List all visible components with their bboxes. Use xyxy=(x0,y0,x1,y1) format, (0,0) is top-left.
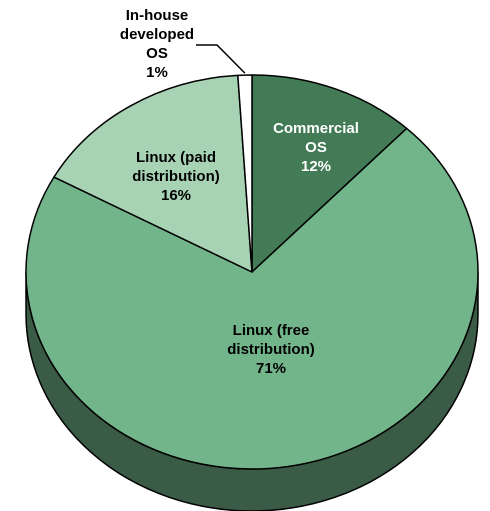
slice-name-line: distribution) xyxy=(227,341,314,358)
pie-slices xyxy=(25,74,479,470)
pie-slice-2 xyxy=(53,74,253,273)
slice-name-line: Commercial xyxy=(273,120,359,137)
slice-value-label: 16% xyxy=(161,187,191,204)
leader-line xyxy=(196,44,246,74)
slice-name-line: Linux (free xyxy=(233,322,310,339)
pie-slice-1 xyxy=(25,127,479,470)
slice-value-label: 71% xyxy=(256,360,286,377)
pie-labels: Commercial OS 12% Linux (free distribution) 7… xyxy=(120,7,359,377)
slice-label-1: Linux (free distribution) 71% xyxy=(227,322,314,377)
slice-name-line: distribution) xyxy=(132,168,219,185)
slice-name-line: developed xyxy=(120,26,194,43)
slice-name-line: OS xyxy=(146,45,168,62)
slice-name-line: Linux (paid xyxy=(136,149,216,166)
slice-value-label: 12% xyxy=(301,158,331,175)
pie-slice-3 xyxy=(237,74,253,273)
slice-name-line: In-house xyxy=(126,7,189,24)
pie-slice-0 xyxy=(251,74,408,273)
slice-label-3: In-house developed OS 1% xyxy=(120,7,194,81)
slice-name-line: OS xyxy=(305,139,327,156)
slice-label-2: Linux (paid distribution) 16% xyxy=(132,149,219,204)
slice-value-label: 1% xyxy=(146,64,168,81)
slice-label-0: Commercial OS 12% xyxy=(273,120,359,175)
